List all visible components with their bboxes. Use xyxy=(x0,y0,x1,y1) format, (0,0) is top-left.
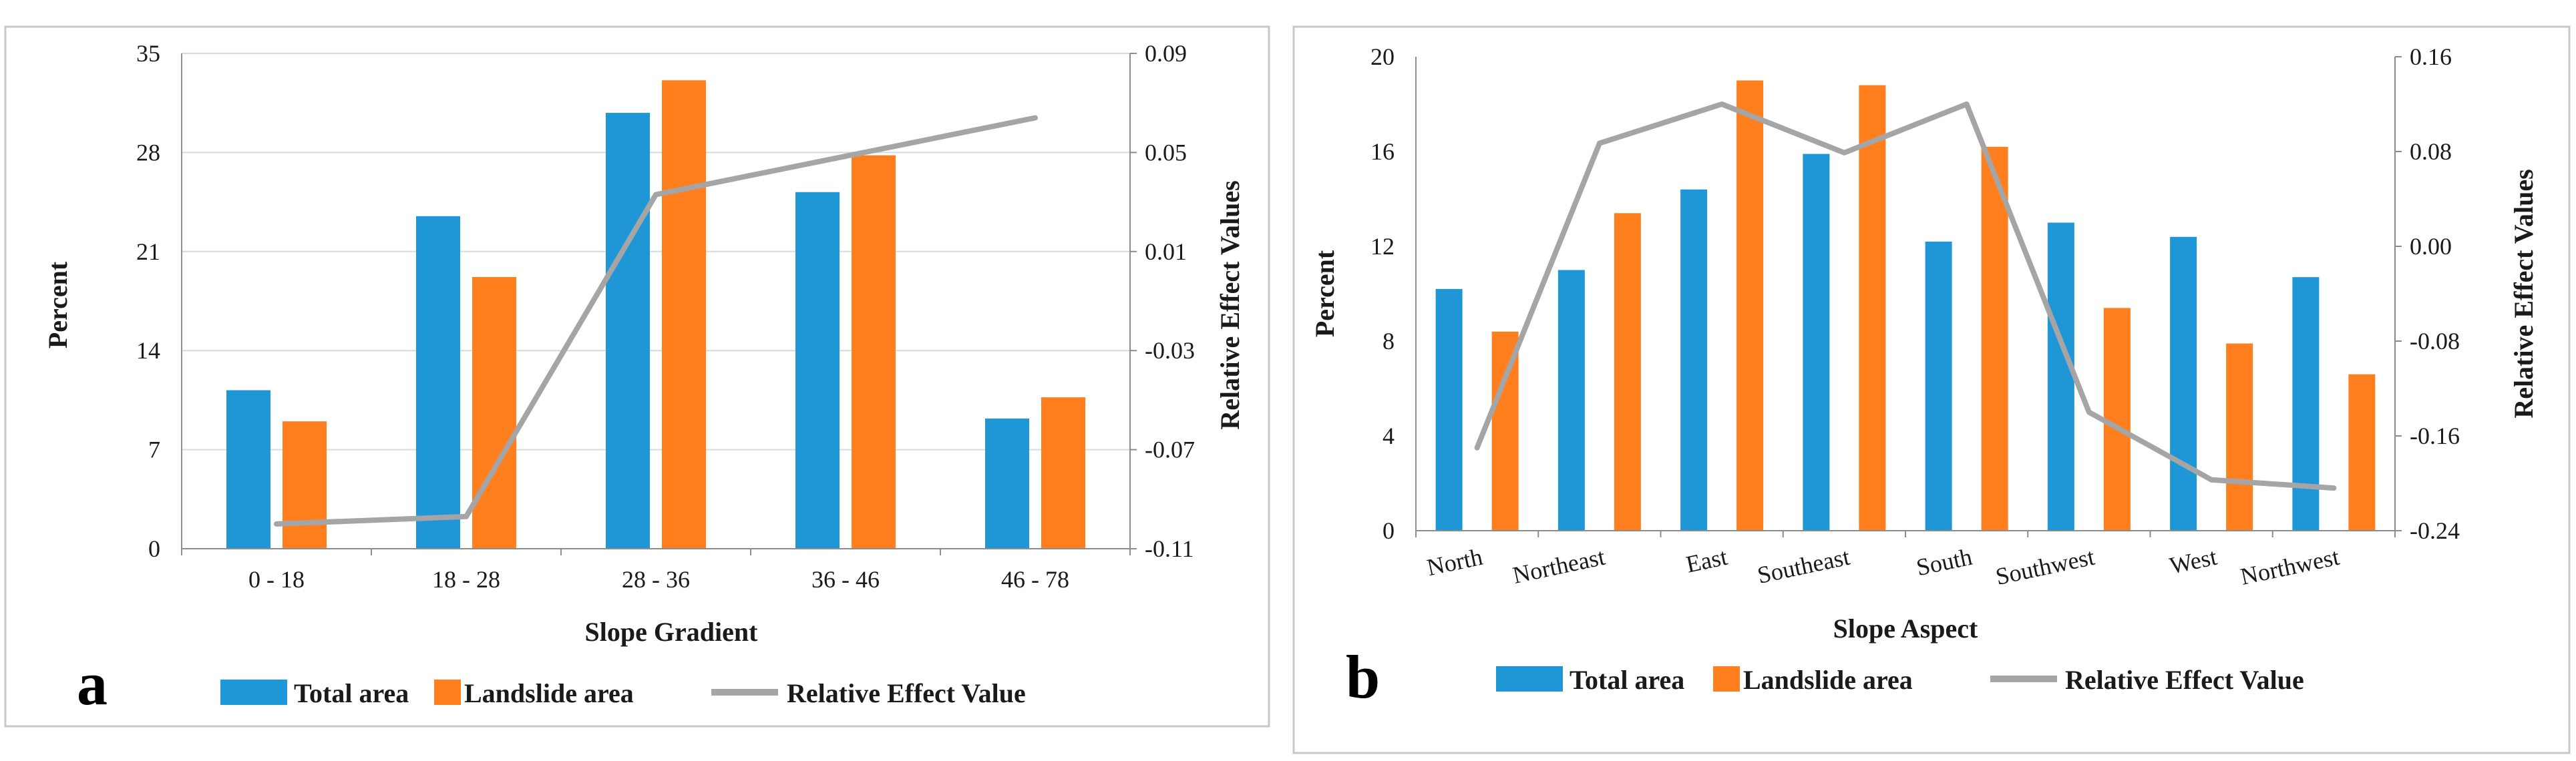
panel-a-label: a xyxy=(77,650,108,718)
panel-b-legend: Total area Landslide area Relative Effec… xyxy=(1496,665,2304,695)
panel-a-y2-tick-label: -0.07 xyxy=(1145,437,1195,463)
panel-b-y-tick-label: 16 xyxy=(1370,138,1395,165)
panel-a-total-area-bar xyxy=(985,418,1029,549)
panel-a-landslide-area-bar xyxy=(662,80,706,549)
panel-a-x-tick-label: 18 - 28 xyxy=(432,566,500,593)
panel-b-y2-tick-label: -0.08 xyxy=(2410,328,2460,354)
panel-a-x-tick-label: 46 - 78 xyxy=(1001,566,1069,593)
panel-b-total-area-bar xyxy=(1925,241,1952,531)
panel-b-landslide-area-bar xyxy=(1859,85,1886,531)
panel-a-y2-tick-label: 0.09 xyxy=(1145,40,1187,67)
panel-a-gridlines xyxy=(182,53,1130,451)
panel-b-landslide-area-bar xyxy=(1491,331,1519,531)
panel-a-x-tick-label: 0 - 18 xyxy=(248,566,305,593)
panel-a-chart: 0 7 14 21 28 35 -0.11 -0.07 -0.03 0.01 0.05 0.09 0 -… xyxy=(43,40,1245,718)
panel-a-legend: Total area Landslide area Relative Effec… xyxy=(220,678,1026,708)
panel-a-y2-tick-label: -0.11 xyxy=(1145,535,1194,562)
panel-b-landslide-area-bar xyxy=(2348,374,2376,531)
panel-b-landslide-area-bar xyxy=(1981,146,2008,531)
panel-b-total-area-bar xyxy=(1435,288,1463,531)
panel-b-y-axis-title: Percent xyxy=(1310,250,1340,337)
panel-a-y2-axis-title: Relative Effect Values xyxy=(1215,180,1245,429)
panel-a-landslide-area-bar xyxy=(852,155,896,549)
panel-b-y2-tick-label: -0.16 xyxy=(2410,423,2460,449)
panel-a-y-tick-label: 14 xyxy=(136,337,160,364)
panel-b-y2-tick-label: -0.24 xyxy=(2410,517,2460,544)
panel-a-landslide-area-bar xyxy=(1041,397,1085,549)
panel-a-total-area-bar xyxy=(226,390,270,549)
panel-a-x-tick-label: 36 - 46 xyxy=(811,566,880,593)
panel-a-y-tick-label: 21 xyxy=(136,238,160,265)
panel-b-y2-tick-label: 0.16 xyxy=(2410,43,2452,70)
panel-a-x-axis-title: Slope Gradient xyxy=(585,617,759,647)
panel-b-landslide-area-bar xyxy=(1736,80,1764,531)
panel-a-legend-total-swatch xyxy=(220,680,287,705)
panel-a-y-tick-label: 0 xyxy=(148,535,160,562)
panel-a-y-tick-label: 35 xyxy=(136,40,160,67)
panel-b-legend-landslide-swatch xyxy=(1713,666,1740,692)
panel-b-y2-axis-title: Relative Effect Values xyxy=(2509,169,2539,418)
panel-b-y-tick-label: 0 xyxy=(1383,517,1395,544)
panel-a-legend-line-label: Relative Effect Value xyxy=(787,678,1026,708)
panel-b-legend-landslide-label: Landslide area xyxy=(1743,665,1913,695)
panel-a-marks xyxy=(226,80,1085,549)
panel-b-y-tick-label: 4 xyxy=(1383,423,1395,449)
panel-b-landslide-area-bar xyxy=(2103,308,2131,531)
panel-b-landslide-area-bar xyxy=(1614,213,1641,531)
panel-a-total-area-bar xyxy=(606,113,650,549)
panel-a-y-tick-label: 7 xyxy=(148,437,160,463)
panel-b-legend-total-label: Total area xyxy=(1570,665,1684,695)
panel-b-total-area-bar xyxy=(2170,236,2197,531)
panel-b-total-area-bar xyxy=(1680,189,1708,531)
panel-a-legend-landslide-label: Landslide area xyxy=(464,678,634,708)
panel-b-landslide-area-bar xyxy=(2226,343,2253,531)
panel-a-y2-tick-label: 0.05 xyxy=(1145,139,1187,166)
panel-a-relative-effect-line xyxy=(274,115,1038,527)
panel-b-legend-total-swatch xyxy=(1496,666,1563,692)
panel-b-y2-tick-label: 0.08 xyxy=(2410,138,2452,165)
panel-a-y2-tick-label: -0.03 xyxy=(1145,337,1195,364)
panel-a-y2-tick-label: 0.01 xyxy=(1145,238,1187,265)
panel-b-label: b xyxy=(1346,643,1380,711)
panel-a-y-axis-title: Percent xyxy=(43,261,73,348)
panel-a-total-area-bar xyxy=(416,216,460,549)
panel-a-total-area-bar xyxy=(795,192,840,549)
panel-b-y-tick-label: 20 xyxy=(1370,43,1395,70)
panel-a-x-tick-label: 28 - 36 xyxy=(622,566,690,593)
panel-a-legend-total-label: Total area xyxy=(294,678,409,708)
panel-b-x-axis-title: Slope Aspect xyxy=(1833,613,1978,644)
panel-b-legend-line-label: Relative Effect Value xyxy=(2065,665,2304,695)
panel-b-relative-effect-line xyxy=(1474,101,2337,491)
panel-b-total-area-bar xyxy=(1557,270,1585,531)
panel-b-y-tick-label: 12 xyxy=(1370,233,1395,260)
panel-a-y-tick-label: 28 xyxy=(136,139,160,166)
panel-a-legend-landslide-swatch xyxy=(434,680,461,705)
panel-b-total-area-bar xyxy=(2047,222,2074,531)
panel-b-y-tick-label: 8 xyxy=(1383,328,1395,354)
panel-a-axes: 0 7 14 21 28 35 -0.11 -0.07 -0.03 0.01 0.05 0.09 0 -… xyxy=(136,40,1195,593)
panel-a-landslide-area-bar xyxy=(283,421,327,549)
panel-a-landslide-area-bar xyxy=(472,276,516,549)
panel-b-marks xyxy=(1435,80,2376,531)
panel-b-total-area-bar xyxy=(2292,277,2320,531)
panel-b-y2-tick-label: 0.00 xyxy=(2410,233,2452,260)
panel-b-total-area-bar xyxy=(1803,154,1830,531)
